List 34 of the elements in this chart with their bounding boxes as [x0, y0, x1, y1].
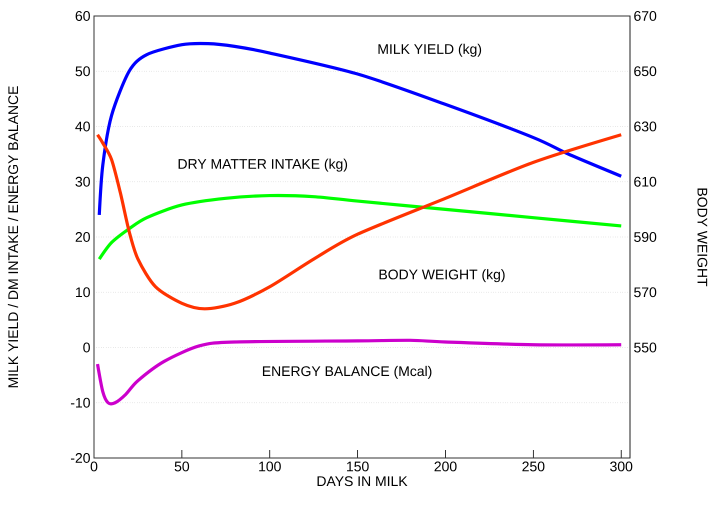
y-tick-label: 10 — [76, 287, 90, 298]
x-tick-label: 0 — [90, 462, 98, 472]
y-tick-label: 30 — [75, 176, 90, 187]
y2-tick-label: 630 — [634, 122, 656, 132]
y2-tick-label: 590 — [634, 232, 656, 242]
line-series — [96, 133, 623, 310]
y2-tick-label: 650 — [634, 66, 656, 76]
y-tick-label: -10 — [70, 398, 90, 408]
x-tick-label: 100 — [259, 462, 281, 472]
y2-tick-label: 570 — [634, 287, 656, 298]
y-axis-title: MILK YIELD / DM INTAKE / ENERGY BALANCE — [8, 86, 18, 388]
series-label: MILK YIELD (kg) — [378, 44, 482, 57]
series-label: ENERGY BALANCE (Mcal) — [262, 366, 432, 379]
y2-tick-label: 670 — [634, 11, 656, 21]
y-tick-label: 0 — [83, 342, 90, 352]
line-series — [96, 338, 623, 406]
y-tick-label: -20 — [70, 453, 90, 463]
text: DRY MATTER INTAKE (kg) — [178, 158, 348, 172]
text: BODY WEIGHT (kg) — [380, 269, 505, 282]
x-tick-label: 300 — [610, 462, 632, 472]
x-tick-label: 250 — [522, 462, 544, 472]
y-tick-label: 60 — [76, 11, 90, 21]
y-tick-label: 20 — [76, 232, 90, 242]
y2-axis-title: BODY WEIGHT — [697, 188, 708, 286]
y-tick-label: 50 — [76, 66, 90, 76]
line-series — [98, 194, 623, 261]
y-tick-label: 40 — [75, 122, 90, 132]
y2-tick-label: 610 — [634, 176, 656, 187]
y2-tick-label: 550 — [634, 342, 656, 352]
x-axis-title: DAYS IN MILK — [318, 476, 408, 486]
x-tick-label: 200 — [434, 462, 457, 472]
line-series — [98, 42, 623, 216]
x-tick-label: 150 — [347, 462, 369, 472]
x-tick-label: 50 — [174, 462, 190, 472]
